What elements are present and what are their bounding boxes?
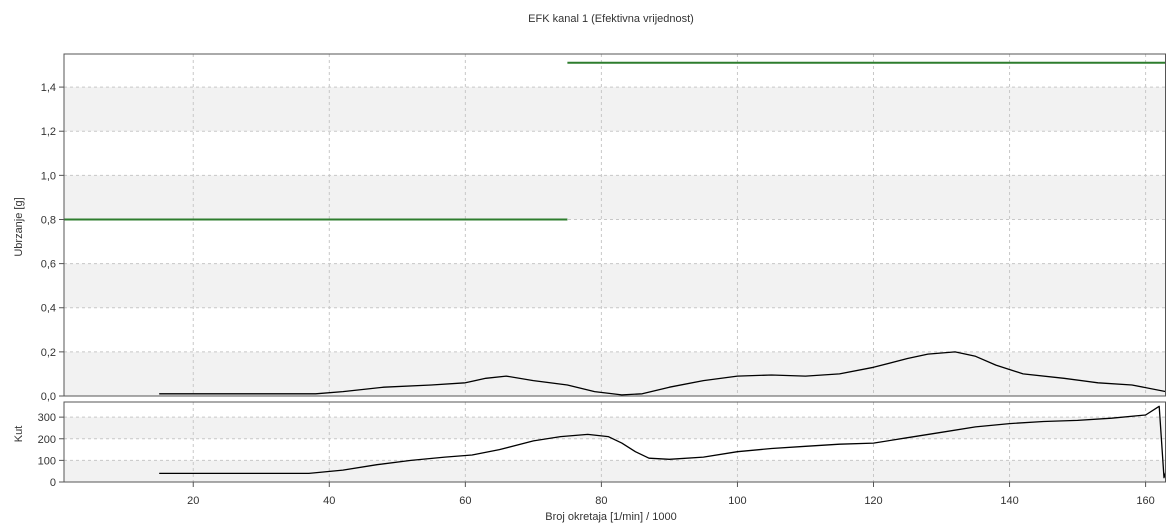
x-tick-label: 20 [187, 495, 199, 507]
acceleration-tick-label: 0,2 [41, 347, 56, 359]
acceleration-tick-label: 1,2 [41, 126, 56, 138]
x-tick-label: 120 [864, 495, 882, 507]
acceleration-tick-label: 0,4 [41, 303, 56, 315]
plot-band [64, 263, 1166, 308]
angle-axis-label: Kut [13, 426, 25, 443]
x-tick-label: 160 [1136, 495, 1154, 507]
plot-band [64, 417, 1166, 439]
angle-tick-label: 100 [38, 455, 56, 467]
angle-tick-label: 0 [50, 477, 56, 489]
acceleration-tick-label: 0,0 [41, 391, 56, 403]
angle-panel: 0 100 200 300 20 40 60 80 100 120 140 160 Kut Broj… [13, 401, 1166, 523]
acceleration-tick-label: 0,8 [41, 214, 56, 226]
x-tick-label: 100 [728, 495, 746, 507]
acceleration-tick-label: 1,4 [41, 82, 56, 94]
acceleration-axis-label: Ubrzanje [g] [13, 197, 25, 256]
plot-band [64, 460, 1166, 482]
x-tick-label: 40 [323, 495, 335, 507]
plot-band [64, 87, 1166, 132]
x-axis-label: Broj okretaja [1/min] / 1000 [545, 511, 676, 523]
x-tick-label: 60 [459, 495, 471, 507]
angle-curve [159, 405, 1166, 479]
acceleration-tick-label: 1,0 [41, 170, 56, 182]
acceleration-panel: 0,0 0,2 0,4 0,6 0,8 1,0 1,2 1,4 Ubrzanje [g] [13, 53, 1166, 403]
acceleration-curve [159, 351, 1166, 396]
angle-tick-label: 300 [38, 412, 56, 424]
plot-band [64, 175, 1166, 220]
x-tick-label: 80 [595, 495, 607, 507]
angle-tick-label: 200 [38, 434, 56, 446]
acceleration-tick-label: 0,6 [41, 259, 56, 271]
chart-title: EFK kanal 1 (Efektivna vrijednost) [528, 13, 694, 25]
plot-band [64, 351, 1166, 396]
x-tick-label: 140 [1000, 495, 1018, 507]
